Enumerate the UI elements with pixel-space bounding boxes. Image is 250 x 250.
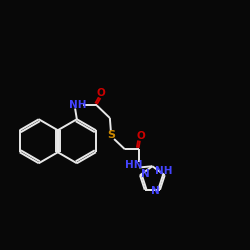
Text: O: O	[97, 88, 106, 99]
Text: O: O	[136, 131, 145, 141]
Text: NH: NH	[155, 166, 172, 176]
Text: HN: HN	[125, 160, 142, 170]
Text: S: S	[107, 130, 115, 140]
Text: N: N	[141, 169, 150, 179]
Text: N: N	[151, 186, 160, 196]
Text: NH: NH	[69, 100, 87, 110]
